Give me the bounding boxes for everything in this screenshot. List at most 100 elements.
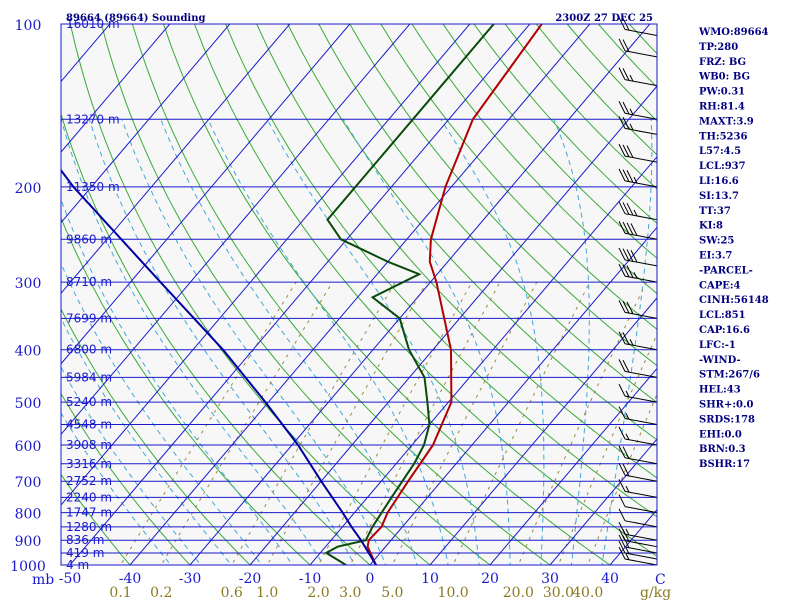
pressure-tick-label: 100 [15,18,42,34]
wind-barb-half [633,272,638,279]
mixing-ratio-unit-label: g/kg [640,585,671,600]
mixing-ratio-line [160,281,334,565]
series-dewpoint [324,24,495,565]
height-label: 5984 m [66,370,112,384]
wind-barb-staff [624,552,658,560]
wind-barb-flag [626,202,634,216]
chart-title: 89664 (89664) Sounding [66,13,206,24]
plot-frame [60,23,658,566]
height-label: 3316 m [66,457,112,471]
height-label: 4548 m [66,418,112,432]
temperature-tick-label: -50 [59,571,82,587]
isotherm [129,24,591,565]
wind-barb-half [633,209,638,217]
isotherm [61,24,231,224]
index-line: CAPE:4 [699,280,741,291]
wind-barb-staff [624,127,658,135]
wind-barb-flag [618,522,626,535]
temperature-tick-label: -20 [239,571,262,587]
wind-barb-flag [622,39,630,52]
index-line: LCL:937 [699,161,746,172]
wind-barb-flag [618,67,626,80]
wind-barb-staff [624,533,658,541]
wind-barb-flag [622,221,630,235]
series-parcel [61,168,377,565]
index-line: TH:5236 [699,131,747,142]
wind-barb-staff [624,275,658,283]
pressure-tick-label: 300 [15,276,42,292]
series-temperature [366,24,543,565]
index-line: BSHR:17 [699,459,750,470]
grid-layer [61,0,800,576]
wind-barb-flag [618,426,626,440]
index-line: WMO:89664 [698,27,769,38]
wind-barb-staff [624,438,658,446]
wind-barb-flag [626,265,634,278]
height-label: 13270 m [66,112,120,126]
wind-barb-flag [618,546,626,560]
wind-barb-flag [622,359,630,373]
index-line: CINH:56148 [699,295,769,306]
height-label: 1280 m [66,520,112,534]
wind-barb-half [633,176,638,184]
dry-adiabat [758,0,800,576]
plot-background [61,24,657,565]
wind-barb-staff [624,311,658,319]
index-line: LCL:851 [699,310,746,321]
wind-barb-staff [624,474,658,482]
height-label: 5240 m [66,395,112,409]
mixing-ratio-tick-label: 30.0 [543,585,574,600]
wind-barb-flag [618,247,626,261]
wind-barb-staff [624,457,658,465]
index-line: PW:0.31 [699,87,745,98]
wind-barb-flag [618,168,626,182]
index-line: FRZ: BG [699,57,746,68]
wind-barb-flag [622,202,630,215]
temperature-tick-label: -30 [179,571,202,587]
wind-barb-staff [624,50,658,58]
index-line: SW:25 [699,236,734,247]
pressure-tick-label: 900 [15,534,42,550]
wind-barb-flag [618,479,626,492]
mixing-ratio-tick-label: 40.0 [572,585,603,600]
wind-barb-flag [618,534,626,548]
wind-barb-flag [626,249,634,262]
dry-adiabat [61,473,131,565]
index-line: CAP:16.6 [699,325,750,336]
chart-datetime: 2300Z 27 DEC 25 [555,13,653,24]
mixing-ratio-tick-label: 2.0 [307,585,329,600]
wind-barb-flag [622,101,630,115]
mixing-ratio-tick-label: 0.1 [109,585,131,600]
temperature-tick-label: 20 [481,571,499,587]
wind-barb-half [629,108,634,115]
mixing-ratio-tick-label: 3.0 [339,585,361,600]
wind-barb-flag [618,143,626,157]
isotherm [549,438,657,565]
height-label: 3908 m [66,438,112,452]
wind-barb-flag [618,221,626,234]
wind-barb-flag [618,462,626,476]
wind-barb-staff [624,540,658,548]
wind-barb-half [625,528,630,536]
wind-barb-half [625,547,630,555]
wind-barb-staff [624,395,658,403]
wind-barb-flag [626,145,634,158]
wind-barb-flag [622,248,630,261]
isotherm [429,297,657,565]
isotherm [61,24,171,153]
wind-barb-flag [618,383,626,397]
mixing-ratio-tick-label: 5.0 [381,585,403,600]
index-line: -PARCEL- [699,265,753,276]
height-label: 16010 m [66,17,120,31]
pressure-tick-label: 800 [15,507,42,523]
pressure-tick-label: 700 [15,475,42,491]
wind-barb-flag [630,223,638,236]
index-line: STM:267/6 [699,370,760,381]
wind-barb-flag [618,359,626,372]
height-label: 7699 m [66,311,112,325]
mixing-ratio-tick-label: 1.0 [256,585,278,600]
height-label: 2752 m [66,474,112,488]
isotherm [61,24,411,436]
index-line: HEL:43 [699,385,741,396]
index-line: EI:3.7 [699,251,732,262]
